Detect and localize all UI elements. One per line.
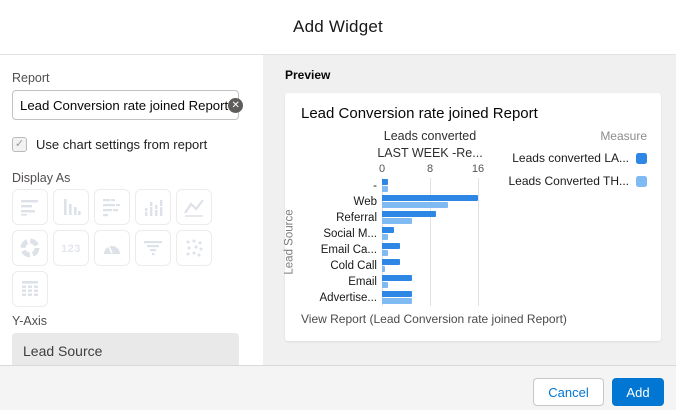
category-label: Cold Call bbox=[330, 260, 377, 272]
add-button[interactable]: Add bbox=[612, 378, 664, 406]
bar-series1 bbox=[382, 259, 400, 265]
display-as-scatter-plot-button[interactable] bbox=[176, 230, 212, 266]
y-axis-select[interactable]: Lead Source bbox=[12, 333, 239, 365]
use-chart-settings-label: Use chart settings from report bbox=[36, 137, 208, 152]
category-label: Email bbox=[348, 276, 377, 288]
display-as-line-chart-button[interactable] bbox=[176, 189, 212, 225]
display-as-label: Display As bbox=[12, 171, 71, 185]
bar-series2 bbox=[382, 298, 412, 304]
legend-item-label: Leads Converted TH... bbox=[508, 174, 629, 188]
display-as-horizontal-bar-chart-button[interactable] bbox=[12, 189, 48, 225]
gridline bbox=[478, 178, 479, 306]
funnel-icon bbox=[142, 237, 164, 259]
chart-title-line2: LAST WEEK -Re... bbox=[377, 146, 483, 160]
dialog-header: Add Widget bbox=[0, 0, 676, 55]
horizontal-bar-chart-icon bbox=[19, 196, 41, 218]
bar-series2 bbox=[382, 202, 448, 208]
category-label: - bbox=[373, 180, 377, 192]
category-label: Email Ca... bbox=[320, 244, 377, 256]
metric-icon: 123 bbox=[61, 243, 81, 255]
line-chart-icon bbox=[183, 196, 205, 218]
legend-swatch bbox=[636, 152, 647, 164]
display-as-stacked-vertical-bar-chart-button[interactable] bbox=[135, 189, 171, 225]
stacked-horizontal-bar-chart-icon bbox=[101, 196, 123, 218]
scatter-plot-icon bbox=[183, 237, 205, 259]
display-as-donut-chart-button[interactable] bbox=[12, 230, 48, 266]
display-as-vertical-bar-chart-button[interactable] bbox=[53, 189, 89, 225]
chart-legend: Measure Leads converted LA... Leads Conve… bbox=[508, 129, 647, 197]
table-icon bbox=[19, 278, 41, 300]
chart-title-line1: Leads converted bbox=[383, 129, 477, 143]
bar-chart-plot bbox=[382, 178, 479, 306]
cancel-button[interactable]: Cancel bbox=[533, 378, 604, 406]
gauge-icon bbox=[101, 237, 123, 259]
x-tick-label: 0 bbox=[378, 163, 386, 175]
display-as-stacked-horizontal-bar-chart-button[interactable] bbox=[94, 189, 130, 225]
bar-series1 bbox=[382, 211, 436, 217]
display-as-grid: 123 bbox=[12, 189, 242, 307]
display-as-table-button[interactable] bbox=[12, 271, 48, 307]
category-label: Web bbox=[353, 196, 377, 208]
dialog-footer: Cancel Add bbox=[0, 365, 676, 410]
report-label: Report bbox=[12, 71, 50, 85]
preview-panel: Preview Lead Conversion rate joined Repo… bbox=[263, 55, 676, 365]
preview-card-title: Lead Conversion rate joined Report bbox=[301, 105, 538, 122]
report-input[interactable]: Lead Conversion rate joined Report ✕ bbox=[12, 90, 244, 120]
legend-title: Measure bbox=[600, 129, 647, 143]
category-label: Referral bbox=[336, 212, 377, 224]
view-report-link[interactable]: View Report (Lead Conversion rate joined… bbox=[301, 312, 567, 326]
y-axis-value: Lead Source bbox=[23, 342, 103, 359]
widget-settings-panel: Report Lead Conversion rate joined Repor… bbox=[0, 56, 263, 365]
gridline bbox=[430, 178, 431, 306]
bar-series2 bbox=[382, 266, 385, 272]
legend-swatch bbox=[636, 175, 647, 187]
bar-series1 bbox=[382, 275, 412, 281]
bar-series1 bbox=[382, 179, 388, 185]
clear-report-icon[interactable]: ✕ bbox=[228, 97, 244, 113]
category-label: Advertise... bbox=[319, 292, 377, 304]
use-chart-settings-checkbox[interactable]: ✓ bbox=[12, 137, 27, 152]
gridline bbox=[382, 178, 383, 306]
stacked-vertical-bar-chart-icon bbox=[142, 196, 164, 218]
display-as-gauge-button[interactable] bbox=[94, 230, 130, 266]
bar-series2 bbox=[382, 218, 412, 224]
bar-series2 bbox=[382, 186, 388, 192]
bar-series1 bbox=[382, 243, 400, 249]
report-value: Lead Conversion rate joined Report bbox=[20, 97, 229, 113]
dialog-title: Add Widget bbox=[293, 17, 383, 36]
category-labels: - Web Referral Social M... Email Ca... Cold C… bbox=[293, 178, 377, 306]
preview-label: Preview bbox=[285, 68, 331, 82]
bar-series2 bbox=[382, 234, 388, 240]
x-tick-label: 8 bbox=[426, 163, 434, 175]
legend-item-label: Leads converted LA... bbox=[512, 151, 629, 165]
preview-card: Lead Conversion rate joined Report Leads… bbox=[284, 93, 661, 341]
vertical-bar-chart-icon bbox=[60, 196, 82, 218]
bar-series1 bbox=[382, 291, 412, 297]
use-chart-settings-row: ✓ Use chart settings from report bbox=[12, 137, 251, 152]
bar-series2 bbox=[382, 282, 388, 288]
x-tick-label: 16 bbox=[471, 163, 485, 175]
bar-series2 bbox=[382, 250, 388, 256]
y-axis-label: Y-Axis bbox=[12, 314, 47, 328]
bar-series1 bbox=[382, 195, 478, 201]
display-as-metric-button[interactable]: 123 bbox=[53, 230, 89, 266]
category-label: Social M... bbox=[323, 228, 377, 240]
bar-series1 bbox=[382, 227, 394, 233]
donut-chart-icon bbox=[19, 237, 41, 259]
legend-item: Leads converted LA... bbox=[508, 151, 647, 165]
display-as-funnel-button[interactable] bbox=[135, 230, 171, 266]
legend-item: Leads Converted TH... bbox=[508, 174, 647, 188]
